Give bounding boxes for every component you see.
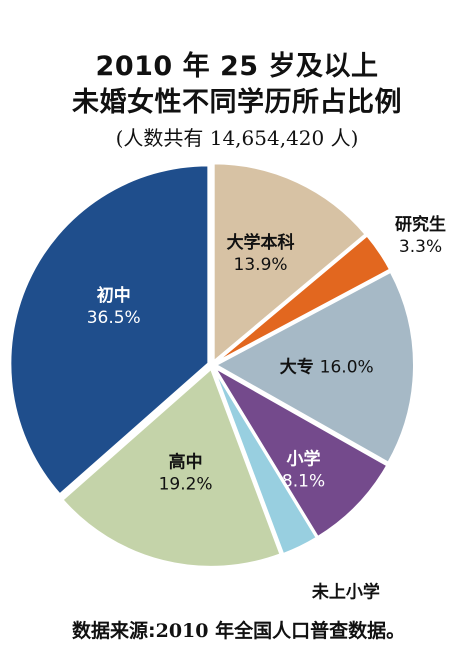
slice-value: 16.0% (320, 358, 374, 378)
slice-value: 8.1% (282, 471, 325, 491)
source-value: 2010 年全国人口普查数据。 (155, 620, 406, 642)
slice-name: 研究生 (395, 214, 446, 235)
pie-slice (212, 365, 389, 539)
slice-value: 13.9% (234, 255, 288, 275)
pie-slices (9, 162, 415, 568)
slice-name: 小学 (287, 448, 321, 469)
slice-label: 初中 36.5% (87, 285, 141, 328)
chart-title-line1: 2010 年 25 岁及以上 (95, 51, 379, 82)
slice-name: 高中 (169, 452, 203, 473)
slice-name: 大专 (280, 357, 320, 378)
pie-slice (212, 368, 319, 556)
pie-slice (213, 270, 415, 464)
pie-slice (9, 164, 210, 496)
slice-label: 未上小学3.0% (311, 582, 380, 600)
pie-slice (214, 234, 392, 364)
slice-name: 未上小学 (311, 582, 380, 600)
slice-value: 19.2% (159, 475, 213, 495)
slice-value: 3.3% (399, 237, 442, 257)
slice-name: 初中 (97, 285, 131, 306)
slice-label: 高中 19.2% (159, 452, 213, 495)
chart-subtitle: (人数共有 14,654,420 人) (115, 126, 359, 150)
source-label: 数据来源: (72, 620, 156, 642)
pie-slice (61, 367, 282, 568)
pie-slice (212, 162, 367, 364)
slice-label: 大专 16.0% (280, 357, 374, 378)
chart-title-line2: 未婚女性不同学历所占比例 (72, 87, 402, 118)
slice-value: 36.5% (87, 308, 141, 328)
slice-label: 大学本科 13.9% (227, 232, 295, 275)
slice-label: 小学 8.1% (282, 448, 325, 491)
slice-name: 大学本科 (227, 232, 295, 253)
slice-label: 研究生 3.3% (395, 214, 446, 257)
source-note: 数据来源:2010 年全国人口普查数据。 (72, 616, 405, 643)
